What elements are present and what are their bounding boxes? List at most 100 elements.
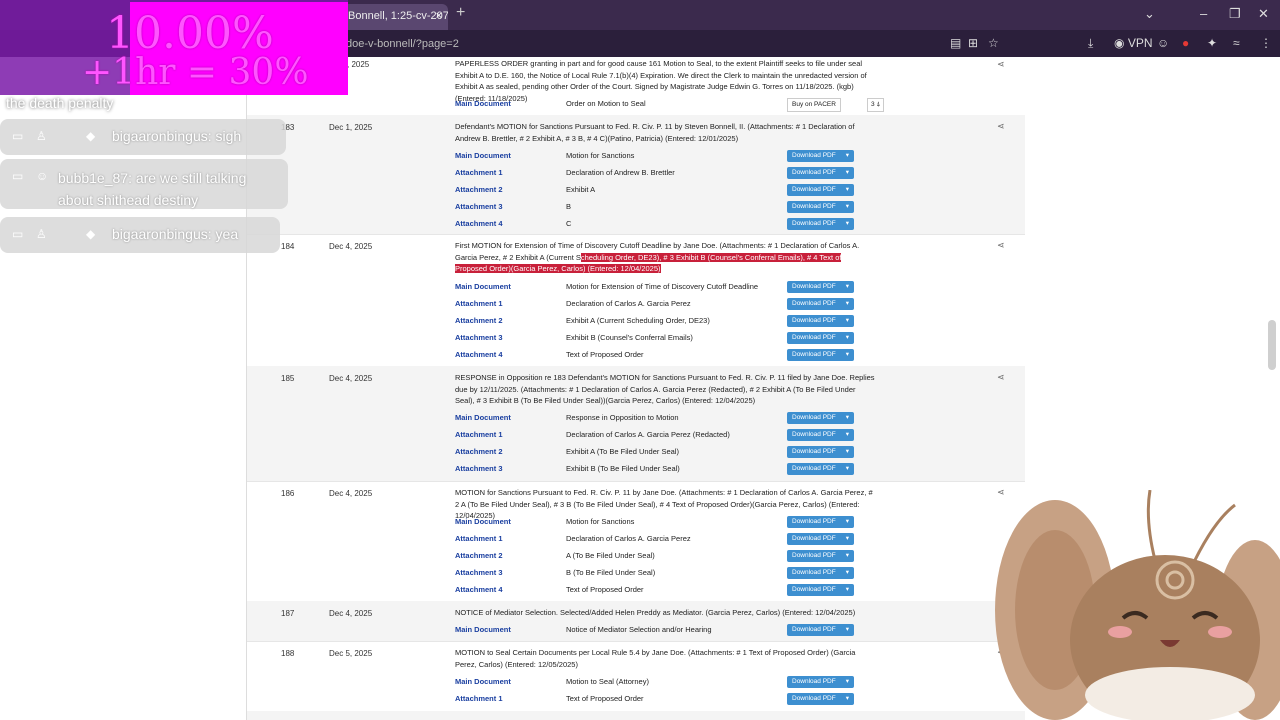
ublock-icon[interactable]: ● — [1182, 36, 1190, 50]
maximize-button[interactable]: ❐ — [1229, 6, 1241, 21]
dropdown-caret-icon: ▾ — [845, 220, 849, 227]
download-pdf-label: Download PDF — [792, 169, 836, 176]
share-icon[interactable]: ⋖ — [997, 240, 1005, 250]
minimize-button[interactable]: – — [1200, 6, 1208, 21]
document-title: Motion for Sanctions — [566, 517, 635, 526]
document-link[interactable]: Attachment 3 — [455, 464, 503, 473]
document-link[interactable]: Main Document — [455, 677, 511, 686]
buy-on-pacer-button[interactable]: Buy on PACER — [787, 98, 841, 112]
download-icon[interactable]: ⤓ — [1088, 36, 1094, 50]
download-pdf-button[interactable]: Download PDF ▾ — [787, 349, 854, 361]
share-icon[interactable]: ⋖ — [997, 121, 1005, 131]
reader-view-icon[interactable]: ▤ — [950, 36, 962, 50]
stream-overlay-pink-box — [130, 2, 348, 95]
download-pdf-button[interactable]: Download PDF ▾ — [787, 281, 854, 293]
download-pdf-button[interactable]: Download PDF ▾ — [787, 167, 854, 179]
browser-tab[interactable]: Bonnell, 1:25-cv-20757 - × — [338, 4, 448, 30]
document-link[interactable]: Attachment 2 — [455, 447, 503, 456]
download-pdf-button[interactable]: Download PDF ▾ — [787, 550, 854, 562]
document-link[interactable]: Attachment 1 — [455, 168, 503, 177]
docket-row-partial — [247, 711, 1025, 720]
document-link[interactable]: Attachment 1 — [455, 694, 503, 703]
document-link[interactable]: Main Document — [455, 282, 511, 291]
twitch-chat-icon: ▭ — [12, 129, 24, 143]
download-pdf-button[interactable]: Download PDF ▾ — [787, 584, 854, 596]
document-link[interactable]: Attachment 4 — [455, 350, 503, 359]
vpn-button[interactable]: ◉ VPN — [1114, 36, 1153, 50]
entry-date: Dec 4, 2025 — [329, 242, 373, 251]
download-pdf-button[interactable]: Download PDF ▾ — [787, 332, 854, 344]
wifi-icon[interactable]: ≈ — [1233, 36, 1240, 50]
docket-row: , 2025 PAPERLESS ORDER granting in part … — [247, 57, 1025, 116]
download-pdf-button[interactable]: Download PDF ▾ — [787, 446, 854, 458]
entry-number: 188 — [281, 649, 295, 658]
dropdown-caret-icon: ▾ — [845, 283, 849, 290]
download-pdf-button[interactable]: Download PDF ▾ — [787, 184, 854, 196]
badge-icon: ◆ — [86, 227, 96, 241]
download-pdf-button[interactable]: Download PDF ▾ — [787, 624, 854, 636]
dropdown-caret-icon: ▾ — [845, 152, 849, 159]
download-pdf-button[interactable]: Download PDF ▾ — [787, 218, 854, 230]
document-link[interactable]: Main Document — [455, 517, 511, 526]
document-link[interactable]: Attachment 2 — [455, 316, 503, 325]
document-link[interactable]: Attachment 4 — [455, 585, 503, 594]
download-pdf-button[interactable]: Download PDF ▾ — [787, 201, 854, 213]
chat-message: ▭ ☺ bubb1e_87: are we still talking abou… — [0, 159, 288, 209]
account-icon[interactable]: ☺ — [1157, 36, 1170, 50]
document-link[interactable]: Main Document — [455, 151, 511, 160]
download-pdf-label: Download PDF — [792, 518, 836, 525]
share-icon[interactable]: ⋖ — [997, 59, 1005, 69]
close-window-button[interactable]: ✕ — [1258, 6, 1269, 21]
document-link[interactable]: Main Document — [455, 625, 511, 634]
new-tab-button[interactable]: + — [456, 4, 466, 21]
share-icon[interactable]: ⋖ — [997, 372, 1005, 382]
dropdown-caret-icon: ▾ — [845, 569, 849, 576]
download-pdf-button[interactable]: Download PDF ▾ — [787, 533, 854, 545]
document-link[interactable]: Attachment 1 — [455, 534, 503, 543]
document-link[interactable]: Attachment 3 — [455, 568, 503, 577]
share-icon[interactable]: ⋖ — [997, 487, 1005, 497]
download-pdf-button[interactable]: Download PDF ▾ — [787, 516, 854, 528]
chat-message-text: are we still talking about shithead dest… — [58, 170, 247, 208]
document-title: Exhibit B (To Be Filed Under Seal) — [566, 464, 680, 473]
document-link[interactable]: Main Document — [455, 99, 511, 108]
document-link[interactable]: Attachment 2 — [455, 551, 503, 560]
download-pdf-label: Download PDF — [792, 351, 836, 358]
document-link[interactable]: Attachment 1 — [455, 430, 503, 439]
entry-description: First MOTION for Extension of Time of Di… — [455, 240, 875, 275]
dropdown-caret-icon: ▾ — [845, 186, 849, 193]
dropdown-caret-icon: ▾ — [845, 465, 849, 472]
document-link[interactable]: Attachment 1 — [455, 299, 503, 308]
download-pdf-button[interactable]: Download PDF ▾ — [787, 693, 854, 705]
menu-icon[interactable]: ⋮ — [1260, 36, 1272, 50]
download-pdf-button[interactable]: Download PDF ▾ — [787, 150, 854, 162]
document-link[interactable]: Attachment 4 — [455, 219, 503, 228]
entry-date: Dec 4, 2025 — [329, 489, 373, 498]
address-bar[interactable]: doe-v-bonnell/?page=2 — [346, 38, 459, 50]
download-pdf-button[interactable]: Download PDF ▾ — [787, 676, 854, 688]
download-pdf-label: Download PDF — [792, 300, 836, 307]
download-pdf-label: Download PDF — [792, 626, 836, 633]
download-pdf-button[interactable]: Download PDF ▾ — [787, 567, 854, 579]
extensions-icon[interactable]: ✦ — [1207, 36, 1218, 50]
download-pdf-button[interactable]: Download PDF ▾ — [787, 412, 854, 424]
docket-row: 183 Dec 1, 2025 Defendant's MOTION for S… — [247, 115, 1025, 235]
document-link[interactable]: Attachment 3 — [455, 333, 503, 342]
tab-list-chevron-icon[interactable]: ⌄ — [1144, 6, 1155, 21]
document-title: Motion for Extension of Time of Discover… — [566, 282, 759, 291]
dropdown-caret-icon: ▾ — [845, 203, 849, 210]
download-pdf-button[interactable]: Download PDF ▾ — [787, 298, 854, 310]
document-title: C — [566, 219, 572, 228]
document-link[interactable]: Main Document — [455, 413, 511, 422]
entry-description: Defendant's MOTION for Sanctions Pursuan… — [455, 122, 855, 143]
download-pdf-button[interactable]: Download PDF ▾ — [787, 463, 854, 475]
download-pdf-button[interactable]: Download PDF ▾ — [787, 429, 854, 441]
scrollbar[interactable] — [1268, 320, 1276, 370]
bookmark-star-icon[interactable]: ☆ — [988, 36, 999, 50]
entry-date: Dec 5, 2025 — [329, 649, 373, 658]
screenshot-icon[interactable]: ⊞ — [968, 36, 979, 50]
document-link[interactable]: Attachment 3 — [455, 202, 503, 211]
download-pdf-button[interactable]: Download PDF ▾ — [787, 315, 854, 327]
document-link[interactable]: Attachment 2 — [455, 185, 503, 194]
tab-close-button[interactable]: × — [435, 10, 442, 22]
